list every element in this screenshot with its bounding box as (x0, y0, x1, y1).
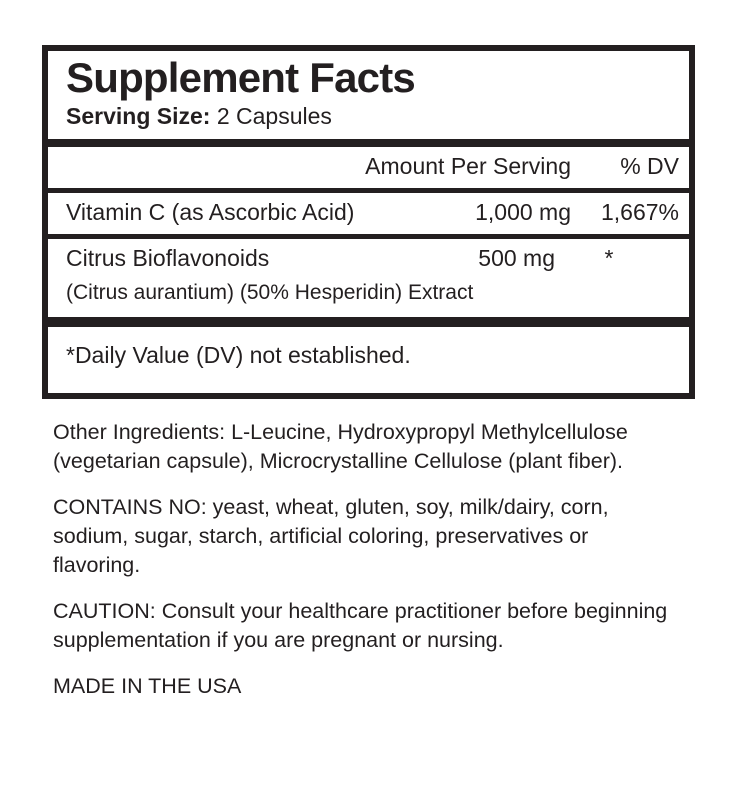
nutrient-percent-dv: * (604, 244, 614, 271)
nutrient-amount: 1,000 mg (475, 198, 571, 225)
nutrient-amount: 500 mg (478, 244, 555, 271)
divider-between-rows (48, 233, 689, 239)
caution-paragraph: CAUTION: Consult your healthcare practit… (53, 599, 668, 652)
divider-below-header (48, 138, 689, 147)
nutrient-source-subline: (Citrus aurantium) (50% Hesperidin) Extr… (66, 281, 474, 305)
panel-header: Supplement Facts Serving Size: 2 Capsule… (48, 51, 689, 139)
nutrient-name: Citrus Bioflavonoids (66, 244, 270, 271)
table-row: Citrus Bioflavonoids 500 mg * (48, 239, 689, 280)
column-header-amount-per-serving: Amount Per Serving (365, 152, 571, 179)
divider-above-footnote (48, 316, 689, 327)
serving-size-label: Serving Size: (66, 103, 211, 129)
made-in-usa-line: MADE IN THE USA (53, 674, 242, 698)
other-ingredients-paragraph: Other Ingredients: L-Leucine, Hydroxypro… (53, 420, 628, 473)
panel-title: Supplement Facts (66, 54, 416, 101)
label-body-text: Other Ingredients: L-Leucine, Hydroxypro… (53, 418, 673, 701)
supplement-facts-panel: Supplement Facts Serving Size: 2 Capsule… (42, 45, 695, 399)
column-header-percent-dv: % DV (620, 152, 679, 179)
table-row: Vitamin C (as Ascorbic Acid) 1,000 mg 1,… (48, 193, 689, 234)
table-header-row: Amount Per Serving % DV (48, 147, 689, 188)
nutrient-percent-dv: 1,667% (600, 198, 679, 225)
divider-below-column-headers (48, 187, 689, 193)
contains-no-paragraph: CONTAINS NO: yeast, wheat, gluten, soy, … (53, 495, 609, 577)
nutrient-name: Vitamin C (as Ascorbic Acid) (66, 198, 355, 225)
serving-size-line: Serving Size: 2 Capsules (66, 102, 677, 131)
serving-size-value: 2 Capsules (216, 103, 332, 129)
daily-value-footnote: *Daily Value (DV) not established. (66, 341, 411, 368)
